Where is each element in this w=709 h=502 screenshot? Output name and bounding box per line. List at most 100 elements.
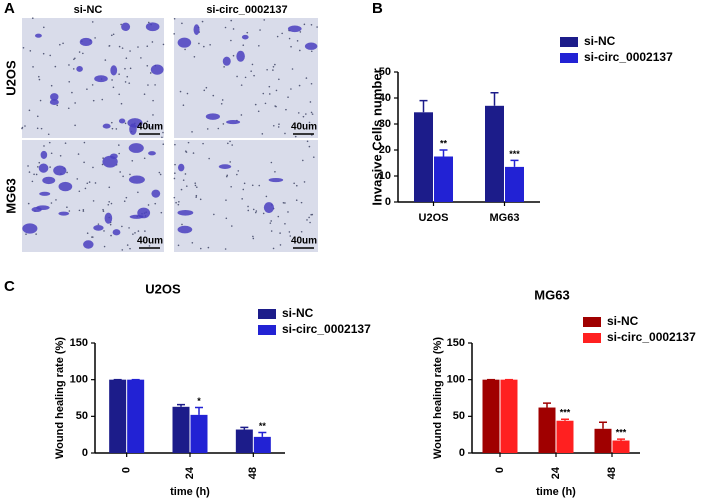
significance: ** xyxy=(259,421,267,431)
y-tick-label: 150 xyxy=(70,337,88,349)
pore xyxy=(120,23,122,26)
pore xyxy=(32,66,34,68)
pore xyxy=(274,170,276,173)
pore xyxy=(259,29,261,31)
y-tick-label: 0 xyxy=(385,196,391,208)
pore xyxy=(206,128,209,130)
pore xyxy=(305,113,307,115)
pore xyxy=(72,68,75,70)
pore xyxy=(37,166,39,168)
scale-bar-label: 40um xyxy=(291,122,317,133)
pore xyxy=(290,88,292,90)
pore xyxy=(203,45,205,48)
pore xyxy=(297,112,300,114)
pore xyxy=(199,198,202,201)
pore xyxy=(174,163,176,166)
column-label: si-NC xyxy=(74,4,103,16)
pore xyxy=(310,111,313,114)
pore xyxy=(74,124,76,127)
pore xyxy=(55,199,57,201)
pore xyxy=(252,237,255,240)
x-tick-label: 24 xyxy=(550,466,562,479)
pore xyxy=(91,84,94,86)
pore xyxy=(174,172,176,175)
pore xyxy=(187,141,190,144)
pore xyxy=(222,123,225,125)
pore xyxy=(24,125,26,127)
pore xyxy=(134,232,136,234)
pore xyxy=(68,210,71,212)
pore xyxy=(231,144,233,146)
error-bar xyxy=(258,431,267,437)
pore xyxy=(306,140,309,143)
x-tick-label: MG63 xyxy=(490,212,520,224)
y-tick-label: 100 xyxy=(447,374,465,386)
pore xyxy=(31,17,34,19)
y-tick-label: 30 xyxy=(379,118,391,130)
pore xyxy=(240,114,243,116)
legend-label: si-circ_0002137 xyxy=(607,330,696,344)
pore xyxy=(74,102,76,104)
pore xyxy=(268,85,271,88)
pore xyxy=(112,33,115,36)
pore xyxy=(311,113,314,115)
pore xyxy=(124,81,127,83)
pore xyxy=(121,47,124,49)
pore xyxy=(308,216,310,219)
pore xyxy=(36,127,39,130)
pore xyxy=(146,126,149,128)
bar xyxy=(505,166,524,202)
cell xyxy=(287,25,302,33)
legend-swatch xyxy=(560,53,578,63)
scale-bar-label: 40um xyxy=(137,122,163,133)
pore xyxy=(199,247,202,250)
y-tick-label: 10 xyxy=(379,170,391,182)
pore xyxy=(125,57,128,60)
pore xyxy=(110,202,113,205)
pore xyxy=(303,181,306,183)
pore xyxy=(279,244,282,246)
legend-label: si-circ_0002137 xyxy=(282,322,371,336)
pore xyxy=(213,213,215,216)
legend-swatch xyxy=(583,317,601,327)
pore xyxy=(229,140,231,143)
scale-bar-label: 40um xyxy=(291,236,317,247)
y-tick-label: 20 xyxy=(379,144,391,156)
pore xyxy=(82,52,84,55)
pore xyxy=(43,145,45,147)
pore xyxy=(255,210,258,212)
pore xyxy=(129,67,132,70)
legend-swatch xyxy=(258,325,276,335)
cell xyxy=(93,225,104,231)
pore xyxy=(97,223,100,225)
cell xyxy=(236,50,245,62)
bar xyxy=(235,429,253,453)
y-tick-label: 100 xyxy=(70,374,88,386)
pore xyxy=(92,200,95,202)
pore xyxy=(110,34,113,37)
pore xyxy=(305,77,308,79)
pore xyxy=(151,41,154,43)
cell xyxy=(129,123,137,135)
pore xyxy=(252,235,254,238)
bar xyxy=(612,440,630,453)
cell xyxy=(102,123,111,129)
pore xyxy=(272,124,275,127)
pore xyxy=(279,232,281,234)
pore xyxy=(103,230,105,232)
pore xyxy=(108,200,110,203)
x-tick-label: U2OS xyxy=(419,212,449,224)
pore xyxy=(264,102,267,105)
pore xyxy=(181,223,183,226)
pore xyxy=(288,231,291,233)
pore xyxy=(43,26,45,29)
pore xyxy=(29,50,32,52)
pore xyxy=(173,17,176,20)
pore xyxy=(230,39,232,42)
error-bar xyxy=(195,406,203,415)
pore xyxy=(290,45,292,48)
pore xyxy=(38,78,41,81)
y-tick-label: 50 xyxy=(453,410,465,422)
cell xyxy=(205,113,220,120)
row-label: U2OS xyxy=(3,60,18,96)
